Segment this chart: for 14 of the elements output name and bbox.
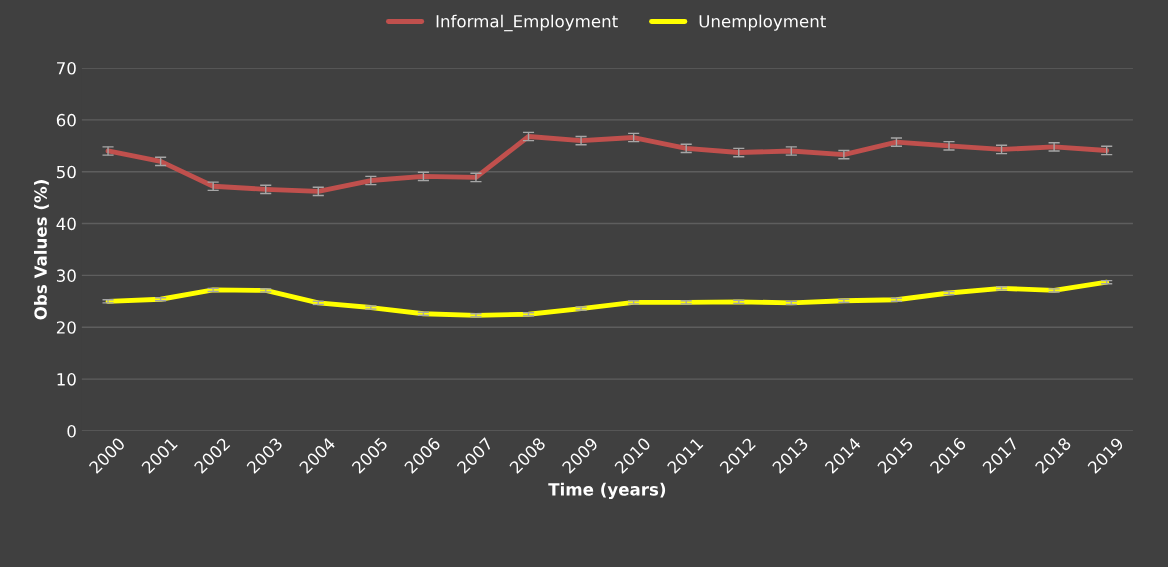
line-series [105, 134, 1110, 194]
y-tick-label: 30 [56, 269, 76, 282]
legend-label: Unemployment [699, 14, 826, 31]
y-tick-label: 60 [56, 113, 76, 127]
y-tick-label: 40 [56, 217, 76, 231]
y-tick-label: 10 [57, 373, 76, 386]
y-axis-title: Obs Values (%) [34, 180, 49, 320]
y-tick-label: 20 [56, 321, 76, 334]
y-tick-label: 50 [56, 165, 76, 179]
line-series [105, 279, 1110, 318]
y-tick-label: 70 [57, 62, 76, 75]
y-tick-label: 0 [67, 424, 76, 438]
legend-label: Informal_Employment [436, 14, 618, 32]
x-axis-title: Time (years) [548, 482, 666, 499]
